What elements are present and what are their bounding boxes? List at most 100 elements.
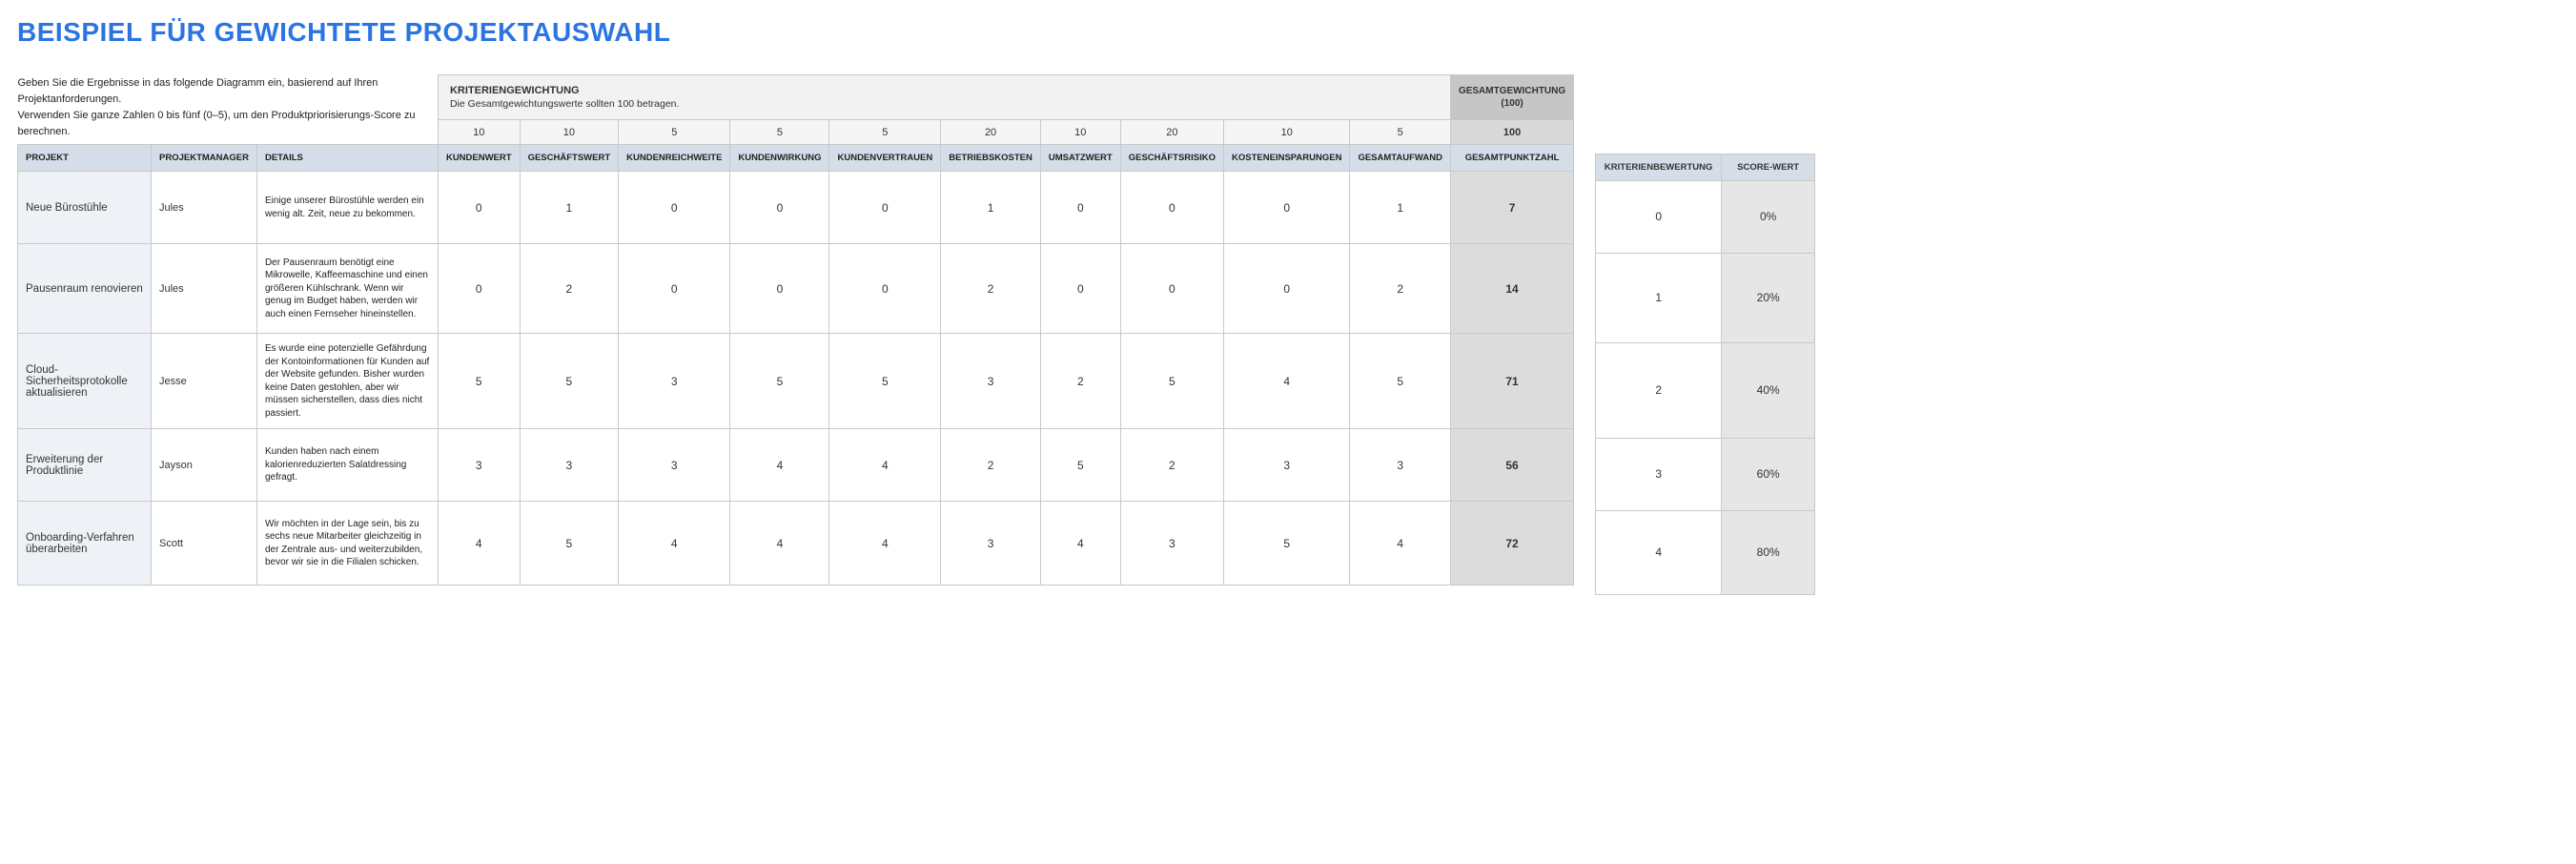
weight-c7[interactable]: 20 <box>1120 120 1223 145</box>
score-c4[interactable]: 5 <box>829 334 941 429</box>
weight-c9[interactable]: 5 <box>1350 120 1450 145</box>
weight-c3[interactable]: 5 <box>730 120 829 145</box>
score-c9[interactable]: 3 <box>1350 429 1450 502</box>
score-c8[interactable]: 3 <box>1224 429 1350 502</box>
side-header-row: KRITERIENBEWERTUNG SCORE-WERT <box>1596 154 1815 180</box>
kb-value: 0 <box>1596 180 1722 253</box>
project-manager: Jayson <box>152 429 257 502</box>
side-table-block: KRITERIENBEWERTUNG SCORE-WERT 0 0% 1 20%… <box>1595 74 1815 595</box>
score-c2[interactable]: 3 <box>619 429 730 502</box>
score-c2[interactable]: 3 <box>619 334 730 429</box>
score-c5[interactable]: 3 <box>941 334 1041 429</box>
score-c1[interactable]: 1 <box>520 172 619 244</box>
score-c7[interactable]: 3 <box>1120 502 1223 586</box>
score-c7[interactable]: 5 <box>1120 334 1223 429</box>
side-row: 1 20% <box>1596 253 1815 342</box>
table-row: Onboarding-Verfahren überarbeiten Scott … <box>18 502 1574 586</box>
side-row: 0 0% <box>1596 180 1815 253</box>
score-c8[interactable]: 0 <box>1224 244 1350 334</box>
score-c4[interactable]: 0 <box>829 172 941 244</box>
score-c7[interactable]: 0 <box>1120 244 1223 334</box>
score-c3[interactable]: 4 <box>730 502 829 586</box>
score-c0[interactable]: 0 <box>438 244 520 334</box>
score-c2[interactable]: 4 <box>619 502 730 586</box>
score-c7[interactable]: 0 <box>1120 172 1223 244</box>
criteria-weighting-subtitle: Die Gesamtgewichtungswerte sollten 100 b… <box>450 98 1439 110</box>
weight-c8[interactable]: 10 <box>1224 120 1350 145</box>
score-c2[interactable]: 0 <box>619 244 730 334</box>
project-details: Der Pausenraum benötigt eine Mikrowelle,… <box>256 244 438 334</box>
score-c3[interactable]: 4 <box>730 429 829 502</box>
score-c0[interactable]: 4 <box>438 502 520 586</box>
score-c8[interactable]: 5 <box>1224 502 1350 586</box>
weight-total: 100 <box>1450 120 1573 145</box>
col-c0: KUNDENWERT <box>438 145 520 172</box>
score-c3[interactable]: 5 <box>730 334 829 429</box>
instructions-line2: Verwenden Sie ganze Zahlen 0 bis fünf (0… <box>18 108 424 140</box>
table-row: Neue Bürostühle Jules Einige unserer Bür… <box>18 172 1574 244</box>
weight-c4[interactable]: 5 <box>829 120 941 145</box>
project-name: Erweiterung der Produktlinie <box>18 429 152 502</box>
project-name: Neue Bürostühle <box>18 172 152 244</box>
score-c5[interactable]: 2 <box>941 429 1041 502</box>
score-c9[interactable]: 4 <box>1350 502 1450 586</box>
score-c6[interactable]: 2 <box>1040 334 1120 429</box>
total-weight-l2: (100) <box>1459 97 1565 110</box>
sw-value: 20% <box>1722 253 1815 342</box>
score-c9[interactable]: 2 <box>1350 244 1450 334</box>
col-kriterienbewertung: KRITERIENBEWERTUNG <box>1596 154 1722 180</box>
score-c3[interactable]: 0 <box>730 244 829 334</box>
total-weight-l1: GESAMTGEWICHTUNG <box>1459 85 1565 97</box>
weight-c5[interactable]: 20 <box>941 120 1041 145</box>
sw-value: 60% <box>1722 438 1815 510</box>
score-c1[interactable]: 3 <box>520 429 619 502</box>
score-c4[interactable]: 4 <box>829 429 941 502</box>
col-c8: KOSTENEINSPARUNGEN <box>1224 145 1350 172</box>
project-manager: Jules <box>152 172 257 244</box>
weight-c6[interactable]: 10 <box>1040 120 1120 145</box>
score-c3[interactable]: 0 <box>730 172 829 244</box>
score-c4[interactable]: 0 <box>829 244 941 334</box>
project-manager: Jules <box>152 244 257 334</box>
project-details: Kunden haben nach einem kalorienreduzier… <box>256 429 438 502</box>
score-c5[interactable]: 1 <box>941 172 1041 244</box>
row-total: 56 <box>1450 429 1573 502</box>
score-c8[interactable]: 0 <box>1224 172 1350 244</box>
score-c1[interactable]: 5 <box>520 502 619 586</box>
col-c1: GESCHÄFTSWERT <box>520 145 619 172</box>
score-c0[interactable]: 3 <box>438 429 520 502</box>
table-row: Cloud-Sicherheitsprotokolle aktualisiere… <box>18 334 1574 429</box>
col-c9: GESAMTAUFWAND <box>1350 145 1450 172</box>
score-c2[interactable]: 0 <box>619 172 730 244</box>
sw-value: 0% <box>1722 180 1815 253</box>
layout-wrap: Geben Sie die Ergebnisse in das folgende… <box>17 74 2559 595</box>
score-c8[interactable]: 4 <box>1224 334 1350 429</box>
score-c0[interactable]: 0 <box>438 172 520 244</box>
score-c5[interactable]: 2 <box>941 244 1041 334</box>
column-headers-row: PROJEKT PROJEKTMANAGER DETAILS KUNDENWER… <box>18 145 1574 172</box>
page-title: BEISPIEL FÜR GEWICHTETE PROJEKTAUSWAHL <box>17 17 2559 48</box>
score-c6[interactable]: 5 <box>1040 429 1120 502</box>
score-c0[interactable]: 5 <box>438 334 520 429</box>
project-manager: Jesse <box>152 334 257 429</box>
col-manager: PROJEKTMANAGER <box>152 145 257 172</box>
table-row: Pausenraum renovieren Jules Der Pausenra… <box>18 244 1574 334</box>
row-total: 72 <box>1450 502 1573 586</box>
score-c5[interactable]: 3 <box>941 502 1041 586</box>
score-c6[interactable]: 4 <box>1040 502 1120 586</box>
score-c6[interactable]: 0 <box>1040 172 1120 244</box>
score-c9[interactable]: 1 <box>1350 172 1450 244</box>
score-c9[interactable]: 5 <box>1350 334 1450 429</box>
score-c6[interactable]: 0 <box>1040 244 1120 334</box>
weight-c1[interactable]: 10 <box>520 120 619 145</box>
projects-table: Geben Sie die Ergebnisse in das folgende… <box>17 74 1574 586</box>
score-c1[interactable]: 5 <box>520 334 619 429</box>
col-score-wert: SCORE-WERT <box>1722 154 1815 180</box>
criteria-weighting-title: KRITERIENGEWICHTUNG <box>450 85 1439 96</box>
weight-c0[interactable]: 10 <box>438 120 520 145</box>
score-c1[interactable]: 2 <box>520 244 619 334</box>
score-c7[interactable]: 2 <box>1120 429 1223 502</box>
score-c4[interactable]: 4 <box>829 502 941 586</box>
weight-c2[interactable]: 5 <box>619 120 730 145</box>
main-table-block: Geben Sie die Ergebnisse in das folgende… <box>17 74 1574 586</box>
